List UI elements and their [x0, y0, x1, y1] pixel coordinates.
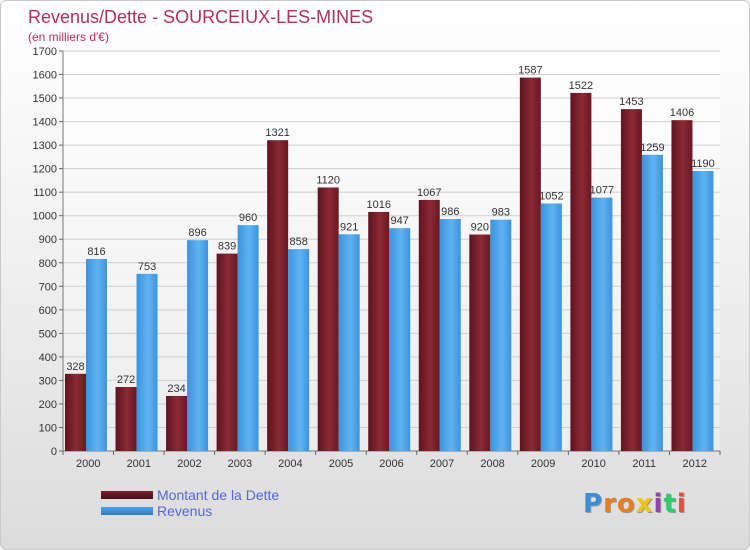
data-label-dette: 1120	[316, 174, 340, 186]
data-label-dette: 839	[218, 241, 236, 253]
y-tick-label: 600	[39, 305, 57, 317]
x-tick-label: 2002	[177, 458, 201, 470]
data-label-revenus: 986	[441, 206, 459, 218]
bar-dette	[216, 253, 238, 451]
legend-label-dette: Montant de la Dette	[157, 487, 280, 503]
bar-revenus	[338, 234, 360, 451]
bar-revenus	[591, 197, 613, 451]
bar-revenus	[540, 203, 562, 451]
x-tick-label: 2008	[480, 458, 504, 470]
y-tick-label: 0	[51, 446, 57, 458]
bar-revenus	[86, 259, 107, 451]
bar-dette	[671, 120, 693, 452]
bar-dette	[570, 92, 592, 451]
data-label-revenus: 896	[188, 227, 206, 239]
y-tick-label: 1700	[33, 46, 57, 58]
bar-revenus	[237, 225, 259, 451]
bar-dette	[418, 199, 440, 451]
data-label-dette: 272	[117, 374, 135, 386]
y-tick-label: 500	[39, 328, 57, 340]
data-label-revenus: 858	[289, 236, 307, 248]
data-label-dette: 1406	[670, 107, 694, 119]
x-tick-label: 2009	[531, 458, 555, 470]
data-label-dette: 920	[471, 222, 489, 234]
data-label-dette: 1522	[569, 80, 593, 92]
y-tick-label: 100	[39, 422, 57, 434]
bar-revenus	[439, 219, 461, 451]
data-label-revenus: 1190	[691, 158, 715, 170]
x-tick-label: 2007	[430, 458, 454, 470]
bar-revenus	[389, 228, 411, 451]
chart-subtitle: (en milliers d'€)	[28, 30, 109, 44]
data-label-dette: 1016	[366, 199, 390, 211]
bar-dette	[317, 187, 339, 451]
x-tick-label: 2006	[379, 458, 403, 470]
data-label-revenus: 947	[391, 215, 409, 227]
data-label-revenus: 960	[239, 212, 257, 224]
y-tick-label: 800	[39, 258, 57, 270]
x-tick-label: 2001	[127, 458, 151, 470]
bar-dette	[620, 109, 642, 451]
bar-dette	[65, 373, 86, 451]
y-tick-label: 200	[39, 399, 57, 411]
y-tick-label: 1000	[33, 211, 57, 223]
y-tick-label: 1600	[33, 70, 57, 82]
bar-revenus	[641, 154, 663, 451]
data-label-revenus: 983	[492, 207, 510, 219]
data-label-dette: 328	[66, 361, 84, 373]
y-tick-label: 300	[39, 375, 57, 387]
bar-revenus	[490, 219, 512, 451]
data-label-revenus: 1052	[539, 190, 563, 202]
data-label-dette: 1067	[417, 187, 441, 199]
bar-dette	[267, 140, 289, 452]
bar-dette	[166, 395, 188, 451]
data-label-revenus: 753	[138, 261, 156, 273]
y-tick-label: 1200	[33, 164, 57, 176]
data-label-dette: 234	[167, 383, 185, 395]
y-tick-label: 1400	[33, 117, 57, 129]
y-tick-label: 1300	[33, 140, 57, 152]
data-label-dette: 1587	[518, 65, 542, 77]
legend-swatch-revenus	[101, 507, 153, 515]
y-tick-label: 1100	[33, 187, 57, 199]
y-tick-label: 700	[39, 281, 57, 293]
y-tick-label: 400	[39, 352, 57, 364]
data-label-dette: 1321	[265, 127, 289, 139]
x-tick-label: 2003	[228, 458, 252, 470]
legend-label-revenus: Revenus	[157, 503, 213, 519]
data-label-dette: 1453	[619, 96, 643, 108]
bar-revenus	[136, 273, 158, 451]
data-label-revenus: 1077	[590, 185, 614, 197]
bar-dette	[469, 234, 491, 451]
y-tick-label: 1500	[33, 93, 57, 105]
bar-revenus	[692, 171, 714, 451]
y-tick-label: 900	[39, 234, 57, 246]
bar-dette	[368, 211, 390, 451]
proxiti-logo: Proxiti	[583, 489, 687, 519]
x-tick-label: 2010	[581, 458, 605, 470]
x-tick-label: 2012	[682, 458, 706, 470]
x-tick-label: 2011	[632, 458, 656, 470]
data-label-revenus: 1259	[640, 142, 664, 154]
x-tick-label: 2004	[278, 458, 302, 470]
legend-swatch-dette	[101, 491, 153, 499]
bar-dette	[115, 387, 137, 451]
bar-dette	[519, 77, 541, 452]
data-label-revenus: 816	[87, 246, 105, 258]
data-label-revenus: 921	[340, 221, 358, 233]
x-tick-label: 2005	[329, 458, 353, 470]
bar-revenus	[288, 249, 310, 451]
chart-title: Revenus/Dette - SOURCEIUX-LES-MINES	[28, 7, 374, 27]
x-tick-label: 2000	[76, 458, 100, 470]
bar-revenus	[187, 240, 209, 451]
